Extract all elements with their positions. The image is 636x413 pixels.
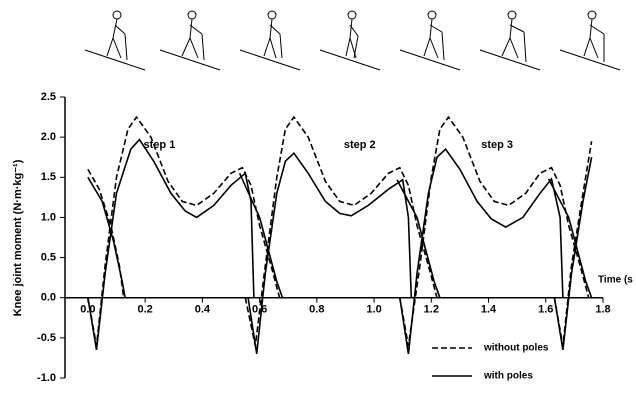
annotation: step 3 (481, 139, 513, 151)
legend-label: with poles (483, 371, 533, 382)
x-tick-label: 0.8 (309, 304, 324, 316)
x-tick-label: 0.4 (195, 304, 211, 316)
y-tick-label: 1.5 (41, 171, 56, 183)
line-series (87, 115, 593, 347)
annotation: step 1 (144, 139, 176, 151)
x-tick-label: 1.2 (424, 304, 439, 316)
stick-figures (84, 10, 621, 71)
y-tick-label: 1.0 (41, 211, 56, 223)
y-tick-label: 0.5 (41, 251, 56, 263)
line-series (87, 138, 593, 355)
x-tick-label: 1.0 (366, 304, 381, 316)
x-axis-label: Time (s (598, 274, 633, 285)
x-tick-label: 1.6 (538, 304, 553, 316)
legend-label: without poles (483, 343, 549, 354)
x-tick-label: 0.2 (137, 304, 152, 316)
annotation: step 2 (344, 139, 376, 151)
y-axis-label: Knee joint moment (N·m·kg⁻¹) (12, 159, 24, 316)
y-tick-label: -1.0 (37, 372, 56, 384)
x-tick-label: 1.4 (481, 304, 497, 316)
y-tick-label: -0.5 (37, 332, 56, 344)
y-tick-label: 2.0 (41, 131, 56, 143)
x-tick-label: 1.8 (595, 304, 610, 316)
y-tick-label: 2.5 (41, 91, 56, 103)
y-tick-label: 0.0 (41, 292, 56, 304)
x-tick-label: 0.0 (80, 304, 95, 316)
